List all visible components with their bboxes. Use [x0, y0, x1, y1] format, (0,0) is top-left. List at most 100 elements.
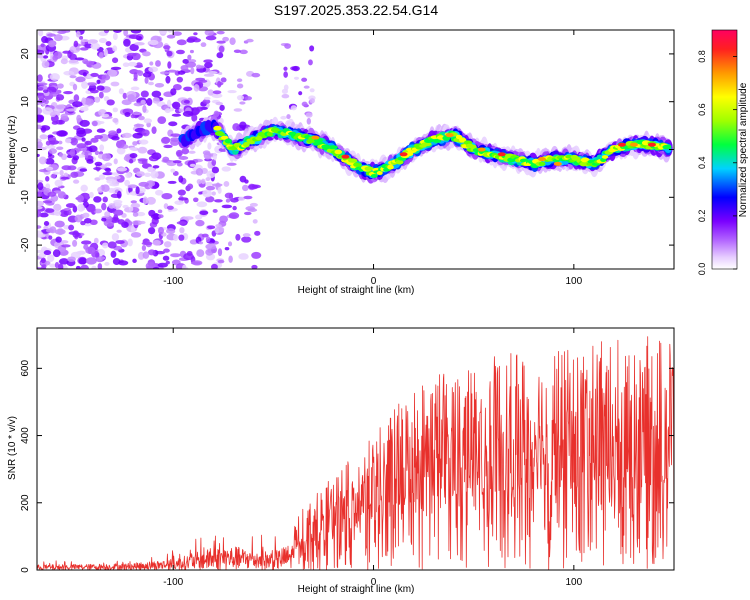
spectrogram-noise-cell — [73, 40, 79, 48]
spectrogram-noise-cell — [37, 114, 45, 122]
snr-y-label: SNR (10 * v/v) — [7, 416, 18, 480]
spectrogram-noise-cell — [73, 94, 80, 102]
x-tick-label: -100 — [163, 276, 183, 287]
spectrogram-noise-cell — [195, 168, 204, 176]
spectrogram-noise-cell — [127, 238, 133, 247]
spectrogram-noise-cell — [43, 250, 52, 256]
spectrogram-noise-cell — [305, 112, 313, 118]
spectrogram-noise-cell — [207, 70, 218, 75]
spectrogram-noise-cell — [49, 73, 60, 81]
spectrogram-noise-cell — [151, 90, 162, 98]
spectrogram-noise-cell — [101, 113, 110, 118]
spectrogram-ridge-cell — [327, 145, 338, 150]
spectrogram-noise-cell — [239, 101, 246, 105]
spectrogram-noise-cell — [148, 66, 159, 73]
spectrogram-noise-cell — [103, 48, 108, 57]
spectrogram-noise-cell — [37, 74, 43, 82]
spectrogram-noise-cell — [146, 265, 155, 269]
spectrogram-noise-cell — [49, 263, 57, 268]
spectrogram-peak-cell — [553, 161, 562, 166]
spectrogram-noise-cell — [94, 96, 101, 103]
spectrogram-noise-cell — [75, 31, 81, 38]
spectrogram-noise-cell — [142, 251, 150, 259]
spectrogram-noise-cell — [204, 30, 214, 36]
spectrogram-noise-cell — [101, 202, 107, 211]
spectrogram-noise-cell — [40, 266, 47, 269]
spectrogram-noise-cell — [57, 83, 64, 89]
spectrogram-noise-cell — [243, 195, 253, 200]
spectrogram-noise-cell — [124, 111, 131, 117]
spectrogram-noise-cell — [200, 178, 206, 185]
spectrogram-ridge-cell — [387, 164, 394, 170]
spectrogram-noise-cell — [159, 71, 170, 75]
spectrogram-noise-cell — [133, 72, 138, 80]
spectrogram-noise-cell — [244, 96, 252, 101]
spectrogram-noise-cell — [55, 236, 62, 243]
spectrogram-noise-cell — [84, 140, 92, 146]
spectrogram-noise-cell — [182, 264, 187, 269]
spectrogram-noise-cell — [248, 184, 259, 190]
spectrogram-noise-cell — [90, 137, 99, 143]
spectrogram-noise-cell — [50, 111, 56, 118]
spectrogram-noise-cell — [183, 99, 190, 104]
spectrogram-noise-cell — [172, 31, 182, 36]
spectrogram-noise-cell — [239, 175, 247, 183]
x-tick-label: 0 — [371, 276, 377, 287]
spectrogram-noise-cell — [163, 248, 170, 253]
spectrogram-noise-cell — [147, 249, 156, 256]
spectrogram-noise-cell — [181, 147, 190, 155]
snr-series-line — [37, 336, 674, 570]
spectrogram-noise-cell — [135, 62, 143, 68]
spectrogram-noise-cell — [112, 32, 118, 41]
spectrogram-noise-cell — [101, 184, 110, 193]
spectrogram-noise-cell — [216, 52, 224, 59]
spectrogram-noise-cell — [77, 203, 85, 212]
spectrogram-noise-cell — [113, 214, 119, 222]
spectrogram-noise-cell — [85, 246, 96, 255]
spectrogram-noise-cell — [183, 86, 193, 92]
spectrogram-noise-cell — [221, 166, 231, 172]
spectrogram-noise-cell — [241, 236, 252, 243]
spectrogram-noise-cell — [130, 86, 140, 91]
spectrogram-noise-cell — [195, 219, 205, 227]
spectrogram-noise-cell — [38, 156, 47, 165]
spectrogram-noise-cell — [228, 255, 233, 263]
spectrogram-noise-cell — [101, 153, 112, 162]
spectrogram-noise-cell — [191, 113, 198, 122]
spectrogram-noise-cell — [142, 105, 147, 113]
spectrogram-noise-cell — [205, 243, 217, 250]
spectrogram-noise-cell — [53, 203, 62, 212]
spectrogram-noise-cell — [105, 41, 112, 47]
spectrogram-noise-cell — [182, 110, 194, 117]
spectrogram-noise-cell — [91, 120, 98, 127]
spectrogram-noise-cell — [141, 244, 147, 251]
spectrogram-noise-cell — [193, 197, 199, 203]
spectrogram-noise-cell — [168, 121, 178, 127]
spectrogram-noise-cell — [166, 34, 176, 39]
x-tick-label: 100 — [565, 276, 582, 287]
spectrogram-noise-cell — [211, 166, 220, 174]
spectrogram-noise-cell — [45, 228, 54, 233]
spectrogram-noise-cell — [178, 108, 184, 113]
spectrogram-noise-cell — [177, 197, 189, 201]
spectrogram-noise-cell — [47, 254, 55, 262]
spectrogram-noise-cell — [115, 140, 125, 149]
spectrogram-noise-cell — [134, 41, 145, 46]
spectrogram-noise-cell — [215, 101, 223, 106]
spectrogram-noise-cell — [195, 106, 204, 112]
spectrogram-noise-cell — [60, 113, 68, 119]
spectrogram-noise-cell — [298, 91, 303, 96]
spectrogram-noise-cell — [172, 83, 182, 91]
spectrogram-noise-cell — [172, 160, 182, 164]
spectrogram-noise-cell — [48, 137, 57, 142]
spectrogram-noise-cell — [179, 227, 185, 234]
spectrogram-noise-cell — [42, 200, 53, 204]
colorbar-strip — [711, 29, 738, 270]
spectrogram-noise-cell — [128, 206, 134, 212]
spectrogram-noise-cell — [39, 125, 51, 131]
spectrogram-noise-cell — [39, 212, 49, 218]
spectrogram-noise-cell — [251, 72, 261, 78]
spectrogram-noise-cell — [121, 132, 132, 138]
spectrogram-noise-cell — [55, 119, 65, 125]
